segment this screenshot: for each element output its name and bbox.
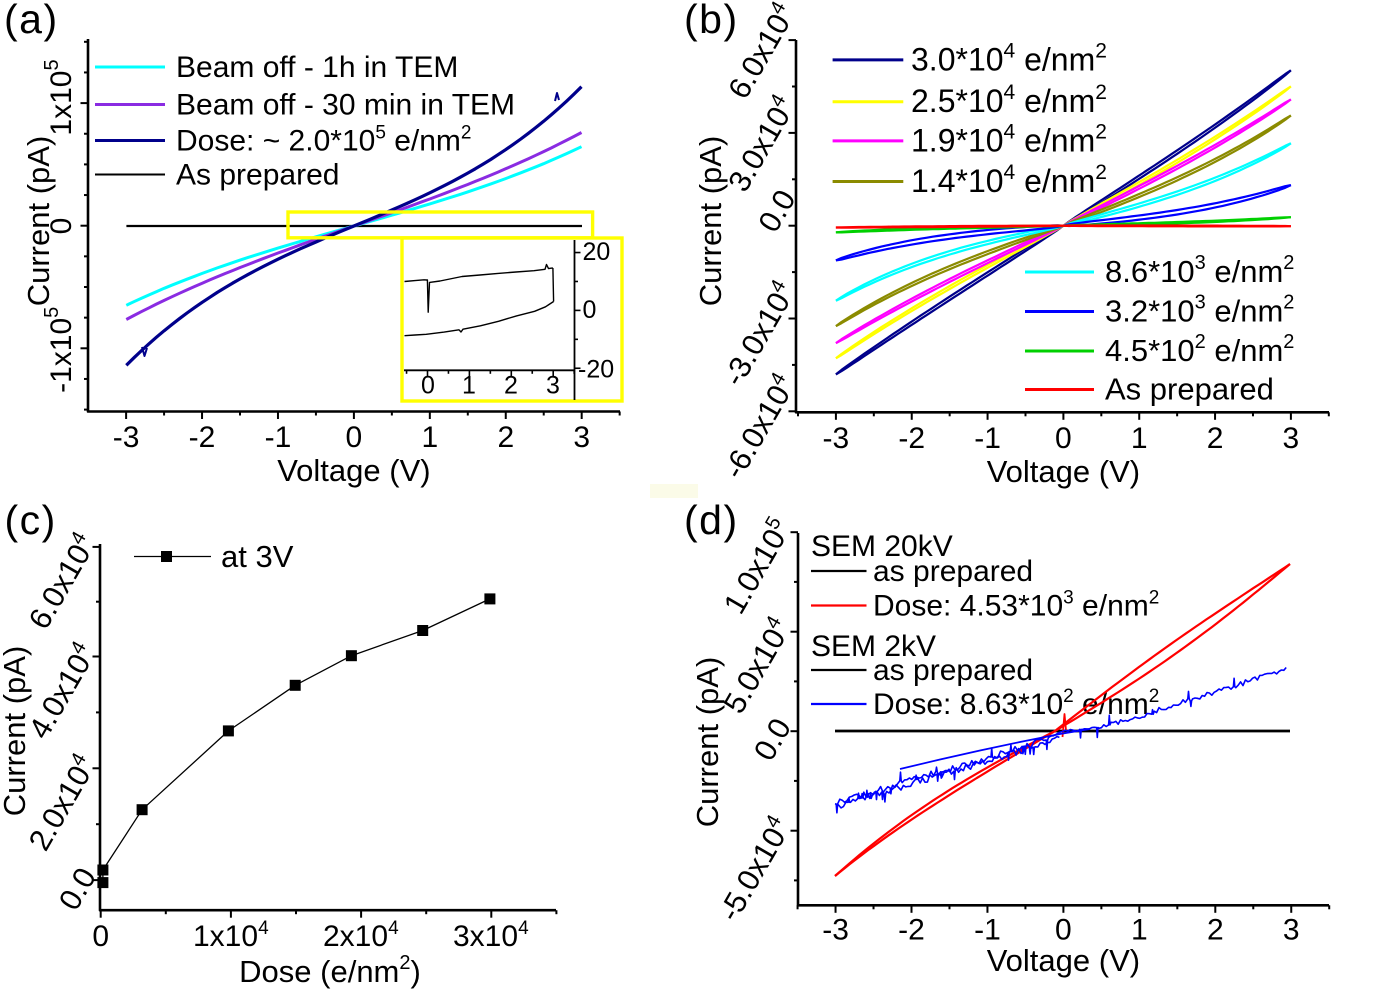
svg-text:Dose: 4.53*103 e/nm2: Dose: 4.53*103 e/nm2 xyxy=(873,588,1159,623)
svg-text:2: 2 xyxy=(1207,422,1224,455)
svg-text:Voltage (V): Voltage (V) xyxy=(987,454,1140,489)
svg-text:0: 0 xyxy=(1055,422,1072,455)
svg-text:-3: -3 xyxy=(822,914,849,947)
svg-text:4.5*102 e/nm2: 4.5*102 e/nm2 xyxy=(1105,331,1294,368)
svg-text:(b): (b) xyxy=(684,0,739,42)
svg-text:1.4*104 e/nm2: 1.4*104 e/nm2 xyxy=(911,161,1107,199)
svg-text:-2: -2 xyxy=(898,422,925,455)
svg-text:0: 0 xyxy=(583,296,597,324)
svg-text:2x104: 2x104 xyxy=(323,918,399,953)
svg-text:(c): (c) xyxy=(5,497,57,543)
svg-text:(a): (a) xyxy=(4,0,59,42)
svg-text:As prepared: As prepared xyxy=(1105,372,1274,407)
svg-text:-3: -3 xyxy=(823,422,850,455)
svg-text:1: 1 xyxy=(462,372,476,400)
svg-text:Beam off - 1h in TEM: Beam off - 1h in TEM xyxy=(176,51,458,84)
svg-text:Current (pA): Current (pA) xyxy=(0,646,32,817)
svg-text:1x105: 1x105 xyxy=(41,59,78,135)
svg-text:(d): (d) xyxy=(684,497,739,543)
svg-text:3: 3 xyxy=(1283,914,1300,947)
svg-text:1: 1 xyxy=(421,421,438,454)
svg-text:0: 0 xyxy=(1055,914,1072,947)
svg-text:SEM 20kV: SEM 20kV xyxy=(811,530,953,563)
svg-text:-2: -2 xyxy=(898,914,925,947)
svg-text:Voltage (V): Voltage (V) xyxy=(277,453,430,488)
svg-text:SEM 2kV: SEM 2kV xyxy=(811,630,936,663)
svg-text:3.0*104 e/nm2: 3.0*104 e/nm2 xyxy=(911,39,1107,77)
svg-text:3: 3 xyxy=(546,372,560,400)
svg-text:3: 3 xyxy=(1283,422,1300,455)
svg-text:Dose: 8.63*102 e/nm2: Dose: 8.63*102 e/nm2 xyxy=(873,686,1159,721)
svg-text:0: 0 xyxy=(421,372,435,400)
svg-text:0: 0 xyxy=(45,218,78,235)
svg-text:8.6*103 e/nm2: 8.6*103 e/nm2 xyxy=(1105,252,1294,289)
svg-text:2: 2 xyxy=(504,372,518,400)
svg-text:2.5*104 e/nm2: 2.5*104 e/nm2 xyxy=(911,81,1107,119)
svg-text:Current (pA): Current (pA) xyxy=(693,136,728,307)
svg-text:-2: -2 xyxy=(189,421,216,454)
svg-text:0: 0 xyxy=(92,920,109,953)
svg-text:as prepared: as prepared xyxy=(873,555,1033,588)
svg-text:0: 0 xyxy=(346,421,363,454)
svg-text:Dose: ~ 2.0*105 e/nm2: Dose: ~ 2.0*105 e/nm2 xyxy=(176,123,472,158)
svg-text:1: 1 xyxy=(1131,422,1148,455)
svg-text:1x104: 1x104 xyxy=(193,918,269,953)
svg-text:-20: -20 xyxy=(578,356,614,384)
svg-text:3: 3 xyxy=(573,421,590,454)
svg-text:2: 2 xyxy=(497,421,514,454)
svg-text:Beam off - 30 min in TEM: Beam off - 30 min in TEM xyxy=(176,89,515,122)
svg-text:at 3V: at 3V xyxy=(221,539,294,574)
svg-text:-1x105: -1x105 xyxy=(41,307,78,393)
svg-text:20: 20 xyxy=(583,238,611,266)
svg-text:Voltage (V): Voltage (V) xyxy=(987,943,1140,978)
svg-text:1.9*104 e/nm2: 1.9*104 e/nm2 xyxy=(911,120,1107,158)
svg-text:1: 1 xyxy=(1131,914,1148,947)
svg-text:-1: -1 xyxy=(974,914,1001,947)
svg-text:Current (pA): Current (pA) xyxy=(690,657,725,828)
svg-text:-1: -1 xyxy=(974,422,1001,455)
svg-text:As prepared: As prepared xyxy=(176,159,339,192)
svg-text:Dose (e/nm2): Dose (e/nm2) xyxy=(239,952,421,989)
svg-text:3.2*103 e/nm2: 3.2*103 e/nm2 xyxy=(1105,292,1294,329)
svg-text:-1: -1 xyxy=(265,421,292,454)
svg-text:2: 2 xyxy=(1207,914,1224,947)
svg-text:3x104: 3x104 xyxy=(453,918,529,953)
svg-text:-3: -3 xyxy=(113,421,140,454)
svg-text:as prepared: as prepared xyxy=(873,654,1033,687)
svg-text:Current (pA): Current (pA) xyxy=(21,136,56,307)
